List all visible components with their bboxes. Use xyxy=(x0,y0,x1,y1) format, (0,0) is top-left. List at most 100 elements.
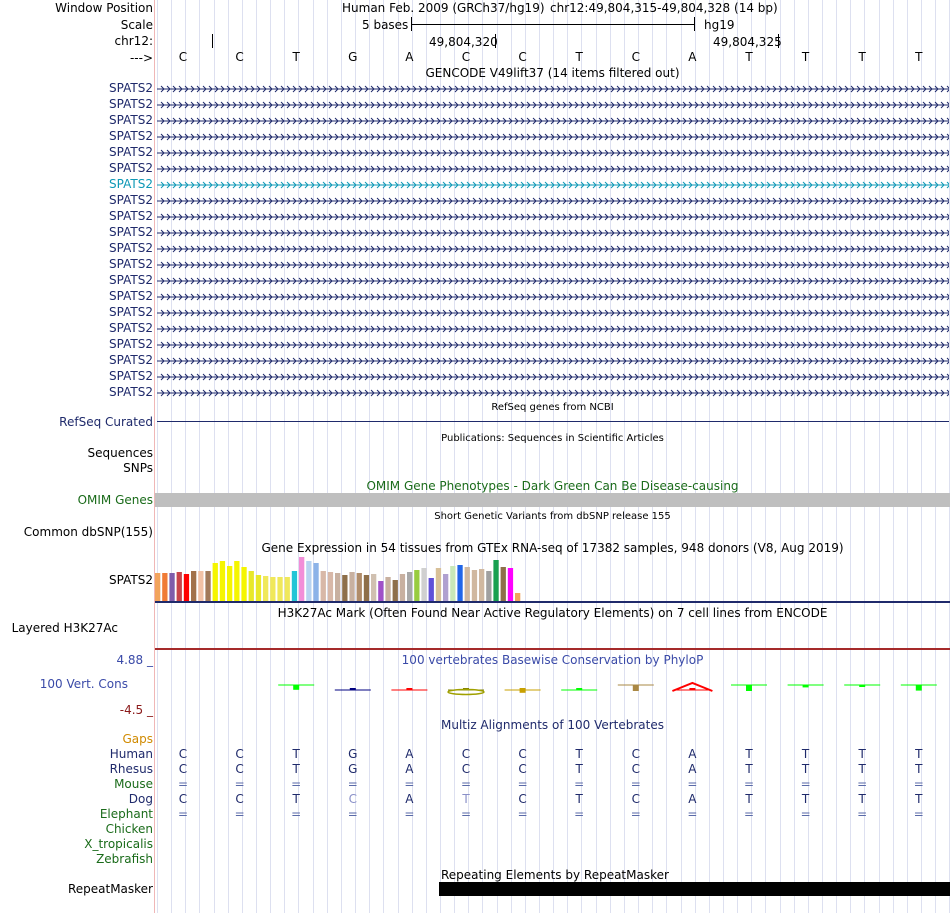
gtex-bar[interactable] xyxy=(500,567,506,601)
gencode-gene-label[interactable]: SPATS2 xyxy=(109,145,153,159)
phylop-plot[interactable] xyxy=(155,670,950,700)
gtex-bar[interactable] xyxy=(450,566,456,601)
gencode-gene-label[interactable]: SPATS2 xyxy=(109,385,153,399)
gtex-bar[interactable] xyxy=(493,560,499,601)
gencode-gene-label[interactable]: SPATS2 xyxy=(109,209,153,223)
gencode-transcript[interactable] xyxy=(157,148,949,158)
gencode-gene-label[interactable]: SPATS2 xyxy=(109,129,153,143)
gencode-transcript[interactable] xyxy=(157,84,949,94)
gtex-bar[interactable] xyxy=(371,574,377,601)
gtex-bar[interactable] xyxy=(471,570,478,601)
snps-label[interactable]: SNPs xyxy=(123,461,153,475)
gencode-gene-label[interactable]: SPATS2 xyxy=(109,273,153,287)
gencode-transcript[interactable] xyxy=(157,116,949,126)
gtex-gene-label[interactable]: SPATS2 xyxy=(109,573,153,587)
gtex-bar[interactable] xyxy=(327,572,334,601)
gencode-transcript[interactable] xyxy=(157,308,949,318)
gtex-bar[interactable] xyxy=(385,577,391,601)
species-label[interactable]: Dog xyxy=(128,792,153,806)
gencode-transcript[interactable] xyxy=(157,100,949,110)
gencode-transcript[interactable] xyxy=(157,244,949,254)
phylop-bar[interactable] xyxy=(519,688,526,693)
gtex-bar[interactable] xyxy=(428,578,434,601)
gtex-bar[interactable] xyxy=(479,569,485,601)
species-label[interactable]: Elephant xyxy=(99,807,153,821)
phylop-bar[interactable] xyxy=(915,685,922,691)
phylop-title[interactable]: 100 vertebrates Basewise Conservation by… xyxy=(401,653,704,667)
phylop-bar[interactable] xyxy=(349,688,356,690)
gtex-bar[interactable] xyxy=(183,574,190,601)
gtex-bar[interactable] xyxy=(435,568,442,601)
phylop-bar[interactable] xyxy=(746,685,752,691)
gencode-transcript[interactable] xyxy=(157,180,949,190)
gtex-bar[interactable] xyxy=(155,573,161,601)
gencode-gene-label[interactable]: SPATS2 xyxy=(109,289,153,303)
gtex-bar[interactable] xyxy=(342,575,348,601)
gtex-bar[interactable] xyxy=(486,571,492,601)
gtex-bar[interactable] xyxy=(219,561,226,601)
gtex-bar[interactable] xyxy=(399,574,406,601)
gencode-transcript[interactable] xyxy=(157,388,949,398)
refseq-label[interactable]: RefSeq Curated xyxy=(59,415,153,429)
gtex-bar[interactable] xyxy=(212,563,218,601)
gtex-bar[interactable] xyxy=(270,577,276,601)
gtex-bar[interactable] xyxy=(414,570,420,601)
gtex-bar[interactable] xyxy=(234,561,240,601)
gencode-transcript[interactable] xyxy=(157,292,949,302)
gtex-bar[interactable] xyxy=(198,571,204,601)
omim-title[interactable]: OMIM Gene Phenotypes - Dark Green Can Be… xyxy=(366,479,739,493)
cons-label[interactable]: 100 Vert. Cons xyxy=(39,677,128,691)
gencode-gene-label[interactable]: SPATS2 xyxy=(109,369,153,383)
phylop-bar[interactable] xyxy=(859,685,866,687)
gtex-bar[interactable] xyxy=(443,574,449,601)
gencode-transcript[interactable] xyxy=(157,260,949,270)
phylop-bar[interactable] xyxy=(406,688,413,690)
gtex-bar[interactable] xyxy=(392,580,398,601)
gtex-bar[interactable] xyxy=(407,572,413,601)
gencode-gene-label[interactable]: SPATS2 xyxy=(109,257,153,271)
gencode-gene-label[interactable]: SPATS2 xyxy=(109,225,153,239)
gtex-bar[interactable] xyxy=(421,568,427,601)
gencode-gene-label[interactable]: SPATS2 xyxy=(109,321,153,335)
publications-title[interactable]: Publications: Sequences in Scientific Ar… xyxy=(441,433,664,444)
gtex-bar[interactable] xyxy=(299,557,305,601)
species-label[interactable]: X_tropicalis xyxy=(84,837,153,851)
phylop-bar[interactable] xyxy=(689,688,696,690)
gencode-transcript[interactable] xyxy=(157,324,949,334)
gtex-chart[interactable] xyxy=(155,556,555,601)
phylop-bar[interactable] xyxy=(802,685,809,688)
gtex-bar[interactable] xyxy=(464,567,470,601)
gtex-bar[interactable] xyxy=(162,573,168,601)
refseq-title[interactable]: RefSeq genes from NCBI xyxy=(491,402,614,413)
gencode-transcript[interactable] xyxy=(157,132,949,142)
h3k27-title[interactable]: H3K27Ac Mark (Often Found Near Active Re… xyxy=(277,606,828,620)
phylop-bar[interactable] xyxy=(293,685,300,690)
gtex-bar[interactable] xyxy=(227,566,233,601)
gencode-transcript[interactable] xyxy=(157,164,949,174)
species-label[interactable]: Human xyxy=(109,747,153,761)
gtex-bar[interactable] xyxy=(515,593,521,601)
gtex-title[interactable]: Gene Expression in 54 tissues from GTEx … xyxy=(261,541,844,555)
dbsnp-title[interactable]: Short Genetic Variants from dbSNP releas… xyxy=(434,511,671,522)
gtex-bar[interactable] xyxy=(205,571,211,601)
gtex-bar[interactable] xyxy=(313,563,319,601)
gtex-bar[interactable] xyxy=(378,581,384,601)
gtex-bar[interactable] xyxy=(284,577,290,601)
gtex-bar[interactable] xyxy=(306,561,312,601)
gencode-gene-label[interactable]: SPATS2 xyxy=(109,97,153,111)
gencode-gene-label[interactable]: SPATS2 xyxy=(109,305,153,319)
sequences-label[interactable]: Sequences xyxy=(87,446,153,460)
gtex-bar[interactable] xyxy=(335,573,341,601)
h3k27-label[interactable]: Layered H3K27Ac xyxy=(11,621,118,635)
gencode-gene-label[interactable]: SPATS2 xyxy=(109,241,153,255)
omim-label[interactable]: OMIM Genes xyxy=(77,493,153,507)
dbsnp-label[interactable]: Common dbSNP(155) xyxy=(23,525,153,539)
gencode-gene-label[interactable]: SPATS2 xyxy=(109,161,153,175)
gencode-gene-label[interactable]: SPATS2 xyxy=(109,177,153,191)
gtex-bar[interactable] xyxy=(191,571,197,601)
gencode-transcript[interactable] xyxy=(157,212,949,222)
gtex-bar[interactable] xyxy=(255,575,262,601)
species-label[interactable]: Zebrafish xyxy=(96,852,153,866)
gtex-bar[interactable] xyxy=(363,575,370,601)
gencode-transcript[interactable] xyxy=(157,196,949,206)
